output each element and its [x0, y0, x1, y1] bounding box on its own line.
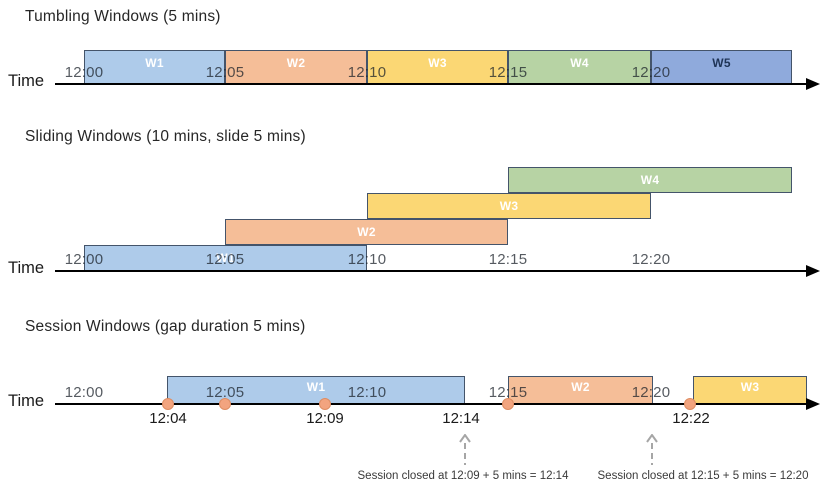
sliding-time-axis [55, 270, 808, 272]
session-close-annotation-1: Session closed at 12:09 + 5 mins = 12:14 [357, 470, 569, 482]
session-close-arrow-icon [458, 433, 472, 471]
session-tick-1210: 12:10 [347, 384, 387, 401]
session-title: Session Windows (gap duration 5 mins) [25, 318, 306, 335]
session-window-w2: W2 [508, 376, 653, 404]
sliding-tick-1215: 12:15 [488, 251, 528, 268]
tumbling-window-w4: W4 [508, 50, 651, 84]
session-window-w3: W3 [693, 376, 807, 404]
event-label-1222: 12:22 [672, 410, 710, 427]
tumbling-time-axis-label: Time [8, 72, 45, 90]
session-time-axis [55, 403, 808, 405]
sliding-window-w2: W2 [225, 219, 508, 245]
tumbling-axis-arrowhead-icon [806, 78, 820, 90]
tumbling-tick-1215: 12:15 [488, 64, 528, 81]
window-label: W2 [286, 56, 306, 70]
sliding-window-w1: W1 [84, 245, 367, 271]
session-close-arrow-icon [645, 433, 659, 471]
sliding-time-axis-label: Time [8, 259, 45, 277]
sliding-tick-1200: 12:00 [64, 251, 104, 268]
sliding-window-w4: W4 [508, 167, 792, 193]
session-time-axis-label: Time [8, 392, 45, 410]
session-tick-1205: 12:05 [205, 384, 245, 401]
sliding-tick-1205: 12:05 [205, 251, 245, 268]
window-label: W1 [145, 56, 164, 70]
event-dot-1205 [219, 398, 231, 410]
sliding-title: Sliding Windows (10 mins, slide 5 mins) [25, 128, 306, 145]
tumbling-tick-1205: 12:05 [205, 64, 245, 81]
window-label: W4 [570, 56, 589, 70]
session-close-annotation-2: Session closed at 12:15 + 5 mins = 12:20 [597, 470, 809, 482]
window-label: W3 [499, 199, 519, 213]
window-label: W2 [357, 225, 376, 239]
window-label: W4 [640, 173, 660, 187]
session-tick-1215: 12:15 [488, 384, 528, 401]
tumbling-window-w1: W1 [84, 50, 225, 84]
session-axis-arrowhead-icon [806, 398, 820, 410]
sliding-axis-arrowhead-icon [806, 265, 820, 277]
event-label-1209: 12:09 [306, 410, 344, 427]
tumbling-tick-1210: 12:10 [347, 64, 387, 81]
tumbling-title: Tumbling Windows (5 mins) [25, 8, 221, 25]
tumbling-window-w2: W2 [225, 50, 367, 84]
sliding-tick-1210: 12:10 [347, 251, 387, 268]
sliding-tick-1220: 12:20 [631, 251, 671, 268]
window-label: W5 [712, 56, 731, 70]
tumbling-window-w3: W3 [367, 50, 508, 84]
window-label: W1 [306, 380, 326, 394]
tumbling-window-w5: W5 [651, 50, 792, 84]
event-dot-1215 [502, 398, 514, 410]
window-label: W2 [571, 380, 590, 394]
window-label: W1 [216, 251, 235, 265]
event-dot-1209 [319, 398, 331, 410]
session-tick-1200: 12:00 [64, 384, 104, 401]
tumbling-time-axis [55, 83, 808, 85]
window-label: W3 [428, 56, 447, 70]
session-tick-1220: 12:20 [631, 384, 671, 401]
event-dot-1222 [684, 398, 696, 410]
event-label-1204: 12:04 [149, 410, 187, 427]
sliding-window-w3: W3 [367, 193, 651, 219]
tumbling-tick-1200: 12:00 [64, 64, 104, 81]
tumbling-tick-1220: 12:20 [631, 64, 671, 81]
event-label-1214: 12:14 [442, 410, 480, 427]
event-dot-1204 [162, 398, 174, 410]
window-label: W3 [740, 380, 760, 394]
